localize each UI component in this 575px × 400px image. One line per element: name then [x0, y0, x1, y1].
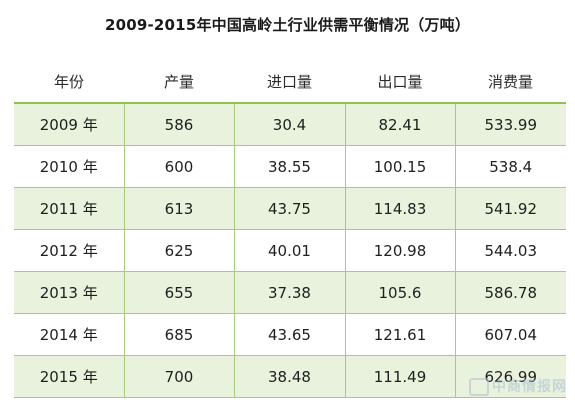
watermark: 中商情报网 [469, 376, 567, 396]
cell-production: 655 [123, 271, 235, 314]
cell-export: 120.98 [344, 229, 456, 272]
watermark-logo-icon [469, 378, 489, 396]
cell-import: 40.01 [233, 229, 346, 272]
watermark-text: 中商情报网 [492, 379, 567, 395]
table-row: 2014 年 685 43.65 121.61 607.04 [14, 313, 566, 356]
table-row: 2013 年 655 37.38 105.6 586.78 [14, 271, 566, 314]
column-header-year: 年份 [53, 72, 84, 91]
cell-export: 114.83 [344, 187, 456, 230]
table-row: 2011 年 613 43.75 114.83 541.92 [14, 187, 566, 230]
header-row: 年份 产量 进口量 出口量 消费量 [14, 60, 566, 103]
cell-import: 30.4 [233, 102, 346, 146]
cell-year: 2011 年 [14, 187, 125, 230]
cell-export: 100.15 [344, 145, 456, 188]
cell-export: 121.61 [344, 313, 456, 356]
cell-export: 82.41 [344, 102, 456, 146]
cell-import: 37.38 [233, 271, 346, 314]
column-header-export: 出口量 [377, 72, 423, 91]
cell-year: 2009 年 [14, 102, 125, 146]
table-row: 2010 年 600 38.55 100.15 538.4 [14, 145, 566, 188]
cell-consumption: 533.99 [454, 102, 566, 146]
cell-consumption: 544.03 [454, 229, 566, 272]
cell-import: 38.55 [233, 145, 346, 188]
cell-consumption: 626.99 [454, 355, 566, 398]
cell-export: 105.6 [344, 271, 456, 314]
cell-year: 2015 年 [14, 355, 125, 398]
cell-year: 2013 年 [14, 271, 125, 314]
cell-import: 43.65 [233, 313, 346, 356]
cell-production: 613 [123, 187, 235, 230]
supply-demand-table: 年份 产量 进口量 出口量 消费量 2009 年 586 30.4 82.41 533.… [14, 60, 566, 398]
table-row: 2012 年 625 40.01 120.98 544.03 [14, 229, 566, 272]
cell-consumption: 538.4 [454, 145, 566, 188]
cell-import: 43.75 [233, 187, 346, 230]
table-row: 2009 年 586 30.4 82.41 533.99 [14, 102, 566, 146]
cell-consumption: 586.78 [454, 271, 566, 314]
cell-export: 111.49 [344, 355, 456, 398]
table-body: 2009 年 586 30.4 82.41 533.99 2010 年 600 38.55 10… [14, 102, 566, 398]
cell-consumption: 541.92 [454, 187, 566, 230]
cell-production: 685 [123, 313, 235, 356]
column-header-production: 产量 [163, 72, 194, 91]
table-row: 2015 年 700 38.48 111.49 626.99 [14, 355, 566, 398]
cell-year: 2010 年 [14, 145, 125, 188]
cell-year: 2012 年 [14, 229, 125, 272]
cell-production: 586 [123, 102, 235, 146]
cell-year: 2014 年 [14, 313, 125, 356]
cell-production: 700 [123, 355, 235, 398]
cell-consumption: 607.04 [454, 313, 566, 356]
cell-production: 600 [123, 145, 235, 188]
table-title: 2009-2015年中国高岭土行业供需平衡情况（万吨） [104, 16, 471, 34]
cell-import: 38.48 [233, 355, 346, 398]
cell-production: 625 [123, 229, 235, 272]
column-header-consumption: 消费量 [487, 72, 533, 91]
column-header-import: 进口量 [266, 72, 312, 91]
